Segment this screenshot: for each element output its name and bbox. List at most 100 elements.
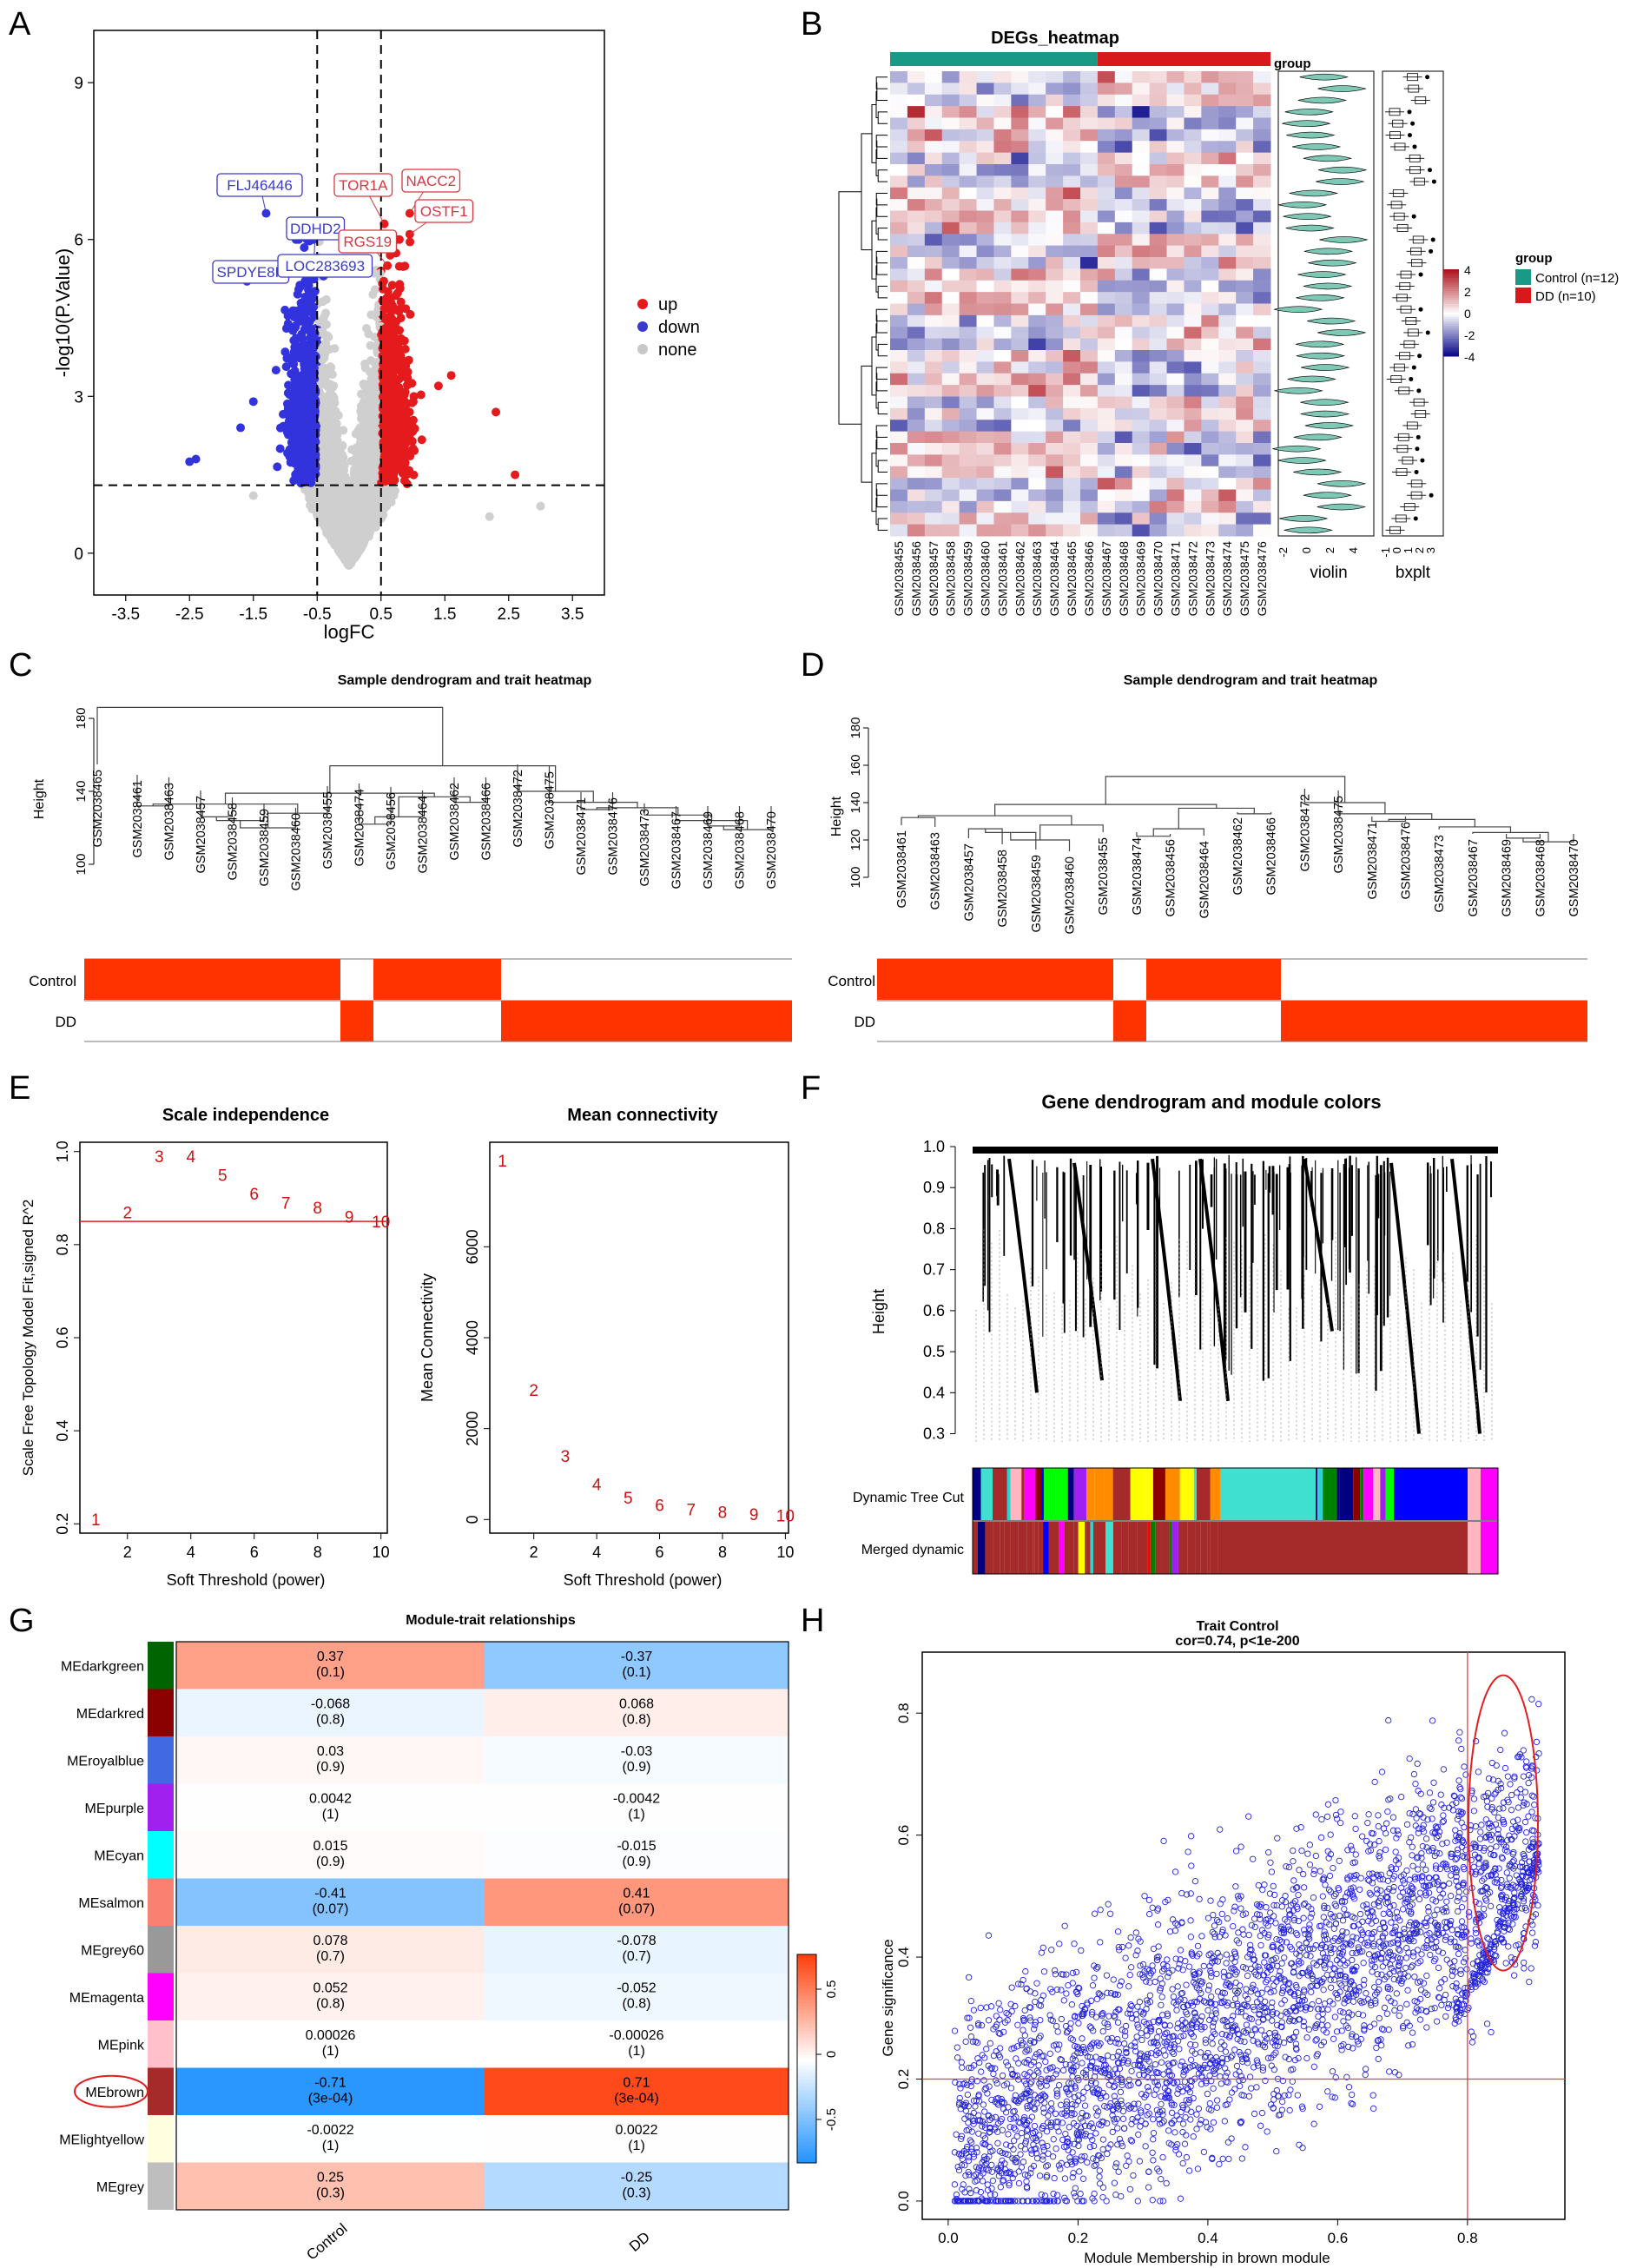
heatmap-cell <box>1028 373 1046 386</box>
heatmap-cell <box>959 257 978 269</box>
heatmap-cell <box>1184 280 1202 293</box>
heatmap-cell <box>1253 152 1271 165</box>
heatmap-cell <box>941 303 960 316</box>
dendro-leaf-label: GSM2038471 <box>1366 822 1380 899</box>
heatmap-cell <box>890 431 908 444</box>
volcano-point-none <box>485 512 494 521</box>
colorbar-step <box>1443 354 1459 357</box>
heatmap-cell <box>1063 303 1081 316</box>
heatmap-cell <box>1166 234 1185 247</box>
panel-label-a: A <box>9 6 31 43</box>
heatmap-cell <box>890 396 908 409</box>
heatmap-cell <box>1063 431 1081 444</box>
heatmap-cell <box>924 327 943 340</box>
heatmap-cell <box>1166 268 1185 281</box>
heatmap-cell <box>1011 141 1029 154</box>
heatmap-cell <box>1236 292 1254 304</box>
heatmap-cell <box>890 478 908 490</box>
heatmap-cell <box>1236 443 1254 455</box>
heatmap-cell <box>1097 141 1116 154</box>
heatmap-cell <box>1080 314 1099 327</box>
volcano-gene-label: OSTF1 <box>420 203 468 220</box>
heatmap-cell <box>1236 234 1254 247</box>
volcano-point-none <box>326 362 335 372</box>
volcano-point-up <box>386 334 395 343</box>
heatmap-cell <box>1184 257 1202 269</box>
dendro-leaf-label: GSM2038474 <box>353 789 367 866</box>
heatmap-cell <box>1114 338 1133 351</box>
heatmap-cell <box>1114 512 1133 526</box>
heatmap-sample-label: GSM2038471 <box>1169 541 1183 617</box>
heatmap-cell <box>1184 454 1202 467</box>
heatmap-cell <box>890 420 908 433</box>
heatmap-cell <box>1011 327 1029 340</box>
dendro-leaf-label: GSM2038471 <box>575 797 589 875</box>
heatmap-cell <box>924 396 943 409</box>
heatmap-cell <box>890 292 908 304</box>
heatmap-cell <box>976 210 994 223</box>
heatmap-cell <box>1028 466 1046 479</box>
volcano-point-none <box>356 543 366 552</box>
threshold-point-label: 1 <box>91 1511 101 1530</box>
heatmap-cell <box>1253 524 1271 537</box>
heatmap-cell <box>907 489 926 502</box>
heatmap-cell <box>924 129 943 142</box>
heatmap-cell <box>1097 512 1116 526</box>
heatmap-cell <box>1114 350 1133 362</box>
heatmap-cell <box>941 327 960 340</box>
heatmap-cell <box>1166 164 1185 176</box>
boxplot-outlier <box>1416 388 1422 393</box>
heatmap-cell <box>907 431 926 444</box>
heatmap-cell <box>1166 396 1185 409</box>
volcano-point-down <box>298 460 307 469</box>
heatmap-cell <box>1201 350 1219 362</box>
gene-dendro-tree <box>973 1147 1498 1442</box>
heatmap-cell <box>1046 175 1064 188</box>
heatmap-cell <box>1080 361 1099 374</box>
heatmap-cell <box>1080 373 1099 386</box>
heatmap-cell <box>941 71 960 83</box>
heatmap-cell <box>1184 164 1202 176</box>
heatmap-cell <box>1166 199 1185 211</box>
volcano-xtick-label: 2.5 <box>498 605 520 624</box>
heatmap-cell <box>1097 175 1116 188</box>
heatmap-cell <box>1011 83 1029 96</box>
heatmap-cell <box>1046 199 1064 211</box>
heatmap-cells <box>890 71 1271 537</box>
heatmap-cell <box>1132 466 1151 479</box>
heatmap-cell <box>959 443 978 455</box>
heatmap-cell <box>890 164 908 176</box>
heatmap-cell <box>1236 117 1254 130</box>
heatmap-cell <box>1011 257 1029 269</box>
heatmap-cell <box>1080 407 1099 420</box>
heatmap-cell <box>959 268 978 281</box>
dendro-branch <box>1506 834 1541 839</box>
heatmap-cell <box>959 396 978 409</box>
heatmap-cell <box>1028 361 1046 374</box>
heatmap-cell <box>1149 466 1168 479</box>
heatmap-cell <box>1011 500 1029 513</box>
heatmap-sample-label: GSM2038455 <box>892 541 906 617</box>
heatmap-cell <box>1028 443 1046 455</box>
volcano-point-down <box>302 418 312 427</box>
volcano-point-up <box>406 237 415 247</box>
dendro-leaf-label: GSM2038470 <box>765 811 779 889</box>
heatmap-cell <box>1097 83 1116 96</box>
heatmap-cell <box>1132 361 1151 374</box>
heatmap-cell <box>1028 257 1046 269</box>
heatmap-cell <box>1114 164 1133 176</box>
row-dendro-branch <box>875 76 888 89</box>
threshold-ytick-label: 0.2 <box>54 1513 71 1535</box>
heatmap-cell <box>1236 327 1254 340</box>
heatmap-cell <box>1253 420 1271 433</box>
heatmap-cell <box>890 187 908 200</box>
heatmap-cell <box>976 257 994 269</box>
heatmap-cell <box>1132 210 1151 223</box>
heatmap-cell <box>1114 94 1133 107</box>
heatmap-cell <box>924 117 943 130</box>
heatmap-cell <box>907 512 926 526</box>
heatmap-cell <box>941 361 960 374</box>
heatmap-cell <box>993 524 1012 537</box>
heatmap-cell <box>1114 71 1133 83</box>
heatmap-sample-label: GSM2038456 <box>909 541 923 617</box>
